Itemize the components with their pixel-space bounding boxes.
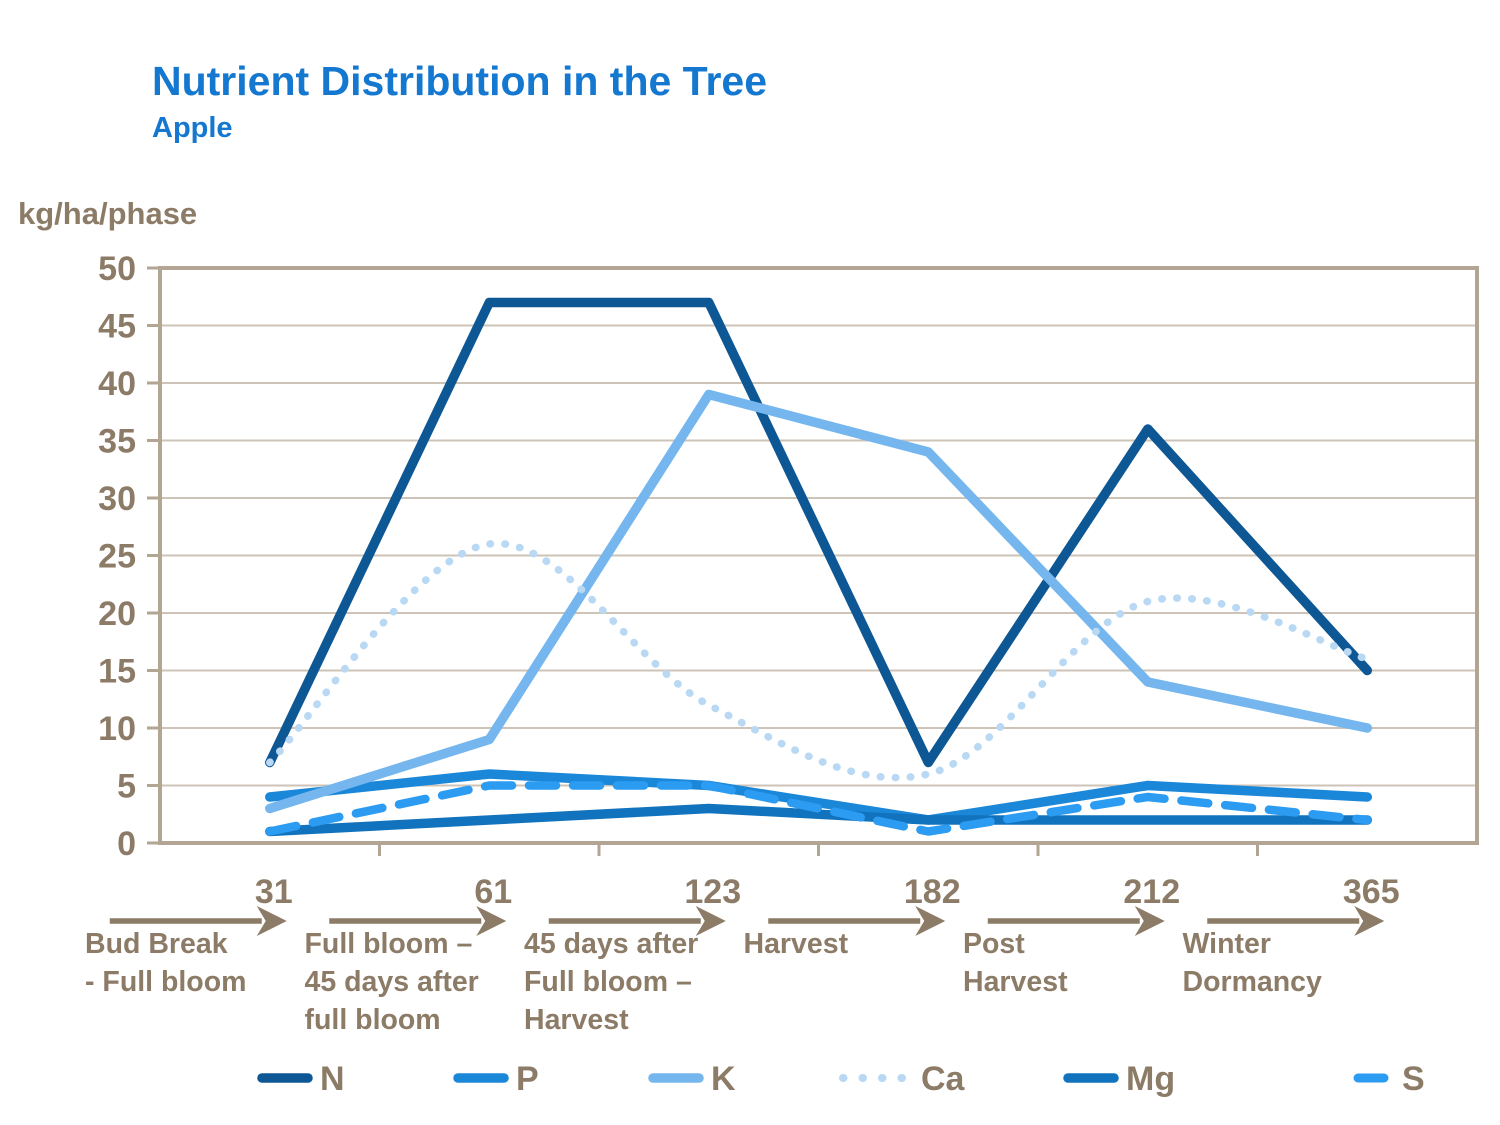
phase-label: Winter bbox=[1183, 928, 1271, 960]
phase-label: Bud Break bbox=[85, 928, 228, 960]
legend-label-P: P bbox=[516, 1060, 539, 1098]
legend-label-S: S bbox=[1402, 1060, 1425, 1098]
x-tick-label: 212 bbox=[1123, 873, 1180, 911]
y-tick-label: 40 bbox=[98, 365, 136, 403]
y-tick-label: 35 bbox=[98, 423, 136, 461]
phase-label: Full bloom – bbox=[524, 966, 692, 998]
phase-label: Harvest bbox=[963, 966, 1068, 998]
legend-label-Ca: Ca bbox=[921, 1060, 966, 1098]
phase-label: 45 days after bbox=[305, 966, 479, 998]
page-title: Nutrient Distribution in the Tree bbox=[152, 58, 768, 104]
series-line-Mg bbox=[265, 803, 1373, 837]
y-tick-label: 30 bbox=[98, 480, 136, 518]
x-tick-label: 61 bbox=[474, 873, 512, 911]
phase-arrow-head bbox=[915, 906, 946, 936]
y-tick-label: 25 bbox=[98, 538, 136, 576]
y-tick-label: 0 bbox=[117, 825, 136, 863]
legend-label-N: N bbox=[320, 1060, 345, 1098]
legend-label-Mg: Mg bbox=[1126, 1060, 1175, 1098]
series-line-S bbox=[265, 781, 1372, 836]
phase-label: Harvest bbox=[524, 1004, 629, 1036]
phase-arrow-head bbox=[1354, 906, 1385, 936]
phase-arrow-head bbox=[476, 906, 507, 936]
phase-label: Harvest bbox=[744, 928, 849, 960]
phase-arrow-head bbox=[695, 906, 726, 936]
page-subtitle: Apple bbox=[152, 112, 233, 144]
phase-label: Post bbox=[963, 928, 1025, 960]
series-line-N bbox=[265, 297, 1373, 768]
y-tick-label: 15 bbox=[98, 653, 136, 691]
phase-label: 45 days after bbox=[524, 928, 698, 960]
y-tick-label: 50 bbox=[98, 250, 136, 288]
x-tick-label: 31 bbox=[255, 873, 293, 911]
plot-border bbox=[158, 266, 1479, 845]
y-tick-label: 10 bbox=[98, 710, 136, 748]
series-line-K bbox=[265, 389, 1373, 814]
y-axis-unit-label: kg/ha/phase bbox=[18, 196, 198, 231]
phase-arrow-head bbox=[256, 906, 287, 936]
x-tick-label: 182 bbox=[904, 873, 961, 911]
series-line-P bbox=[265, 769, 1373, 825]
y-tick-label: 20 bbox=[98, 595, 136, 633]
x-tick-label: 365 bbox=[1343, 873, 1400, 911]
y-tick-label: 45 bbox=[98, 308, 136, 346]
phase-label: Dormancy bbox=[1183, 966, 1323, 998]
phase-label: full bloom bbox=[305, 1004, 441, 1036]
phase-arrow-head bbox=[1134, 906, 1165, 936]
x-tick-label: 123 bbox=[684, 873, 741, 911]
legend-label-K: K bbox=[711, 1060, 736, 1098]
series-line-Ca bbox=[266, 539, 1372, 782]
phase-label: Full bloom – bbox=[305, 928, 473, 960]
y-tick-label: 5 bbox=[117, 768, 136, 806]
phase-label: - Full bloom bbox=[85, 966, 246, 998]
